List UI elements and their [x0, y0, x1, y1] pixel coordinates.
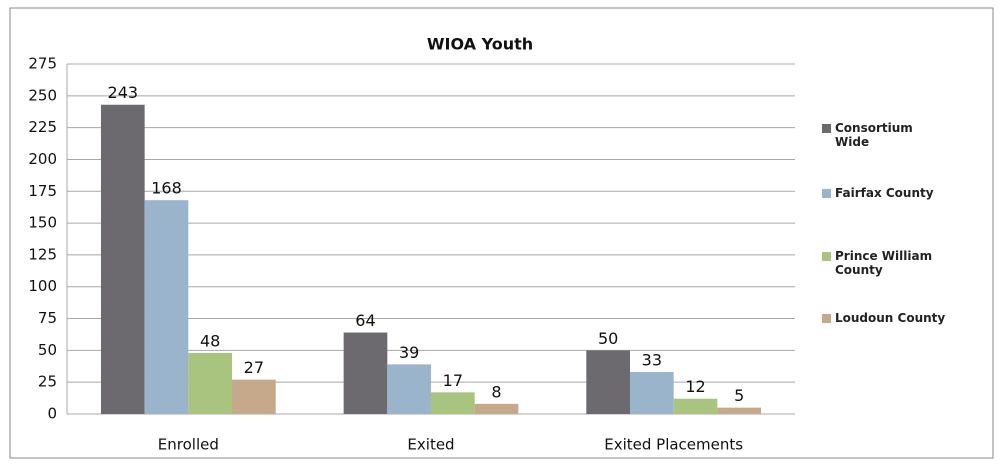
legend-label: Fairfax County [835, 186, 934, 200]
y-tick-label: 225 [28, 118, 57, 136]
data-label: 17 [443, 371, 463, 390]
data-label: 64 [355, 311, 375, 330]
bar [343, 332, 388, 414]
bar [474, 403, 519, 414]
y-tick-label: 175 [28, 182, 57, 200]
data-label: 33 [642, 351, 662, 370]
data-label: 243 [108, 83, 139, 102]
data-label: 39 [399, 343, 419, 362]
data-label: 27 [244, 358, 264, 377]
legend-swatch [822, 124, 831, 133]
y-tick-label: 50 [38, 341, 57, 359]
bar [144, 200, 189, 414]
legend-swatch [822, 252, 831, 261]
legend-item: Fairfax County [822, 186, 972, 200]
chart-title: WIOA Youth [427, 35, 533, 54]
legend-label: Consortium Wide [835, 121, 913, 149]
legend-item: Loudoun County [822, 311, 972, 325]
x-tick-label: Enrolled [158, 436, 219, 454]
bar [232, 379, 276, 414]
y-tick-label: 150 [28, 214, 57, 232]
y-tick-label: 250 [28, 86, 57, 104]
legend-swatch [822, 314, 831, 323]
bar [188, 352, 233, 414]
bar [431, 392, 475, 414]
legend-label: Prince William County [835, 249, 933, 277]
y-tick-label: 0 [47, 405, 57, 423]
data-label: 12 [685, 377, 705, 396]
y-tick-label: 100 [28, 277, 57, 295]
x-tick-label: Exited Placements [604, 436, 743, 454]
bar [673, 398, 718, 414]
data-label: 50 [598, 329, 618, 348]
data-label: 48 [200, 331, 220, 350]
legend-item: Consortium Wide [822, 121, 972, 149]
x-tick-label: Exited [407, 436, 454, 454]
chart-border [9, 7, 994, 459]
y-tick-label: 25 [38, 373, 57, 391]
bar [629, 372, 674, 414]
legend-swatch [822, 189, 831, 198]
y-tick-label: 125 [28, 245, 57, 263]
data-label: 168 [151, 179, 182, 198]
data-label: 5 [734, 386, 744, 405]
bar [717, 407, 762, 414]
y-tick-label: 75 [38, 309, 57, 327]
y-tick-label: 200 [28, 150, 57, 168]
bar [586, 350, 630, 414]
data-label: 8 [491, 382, 501, 401]
legend-label: Loudoun County [835, 311, 946, 325]
y-tick-label: 275 [28, 55, 57, 73]
legend-item: Prince William County [822, 249, 972, 277]
bar [100, 104, 145, 415]
bar [387, 364, 431, 414]
